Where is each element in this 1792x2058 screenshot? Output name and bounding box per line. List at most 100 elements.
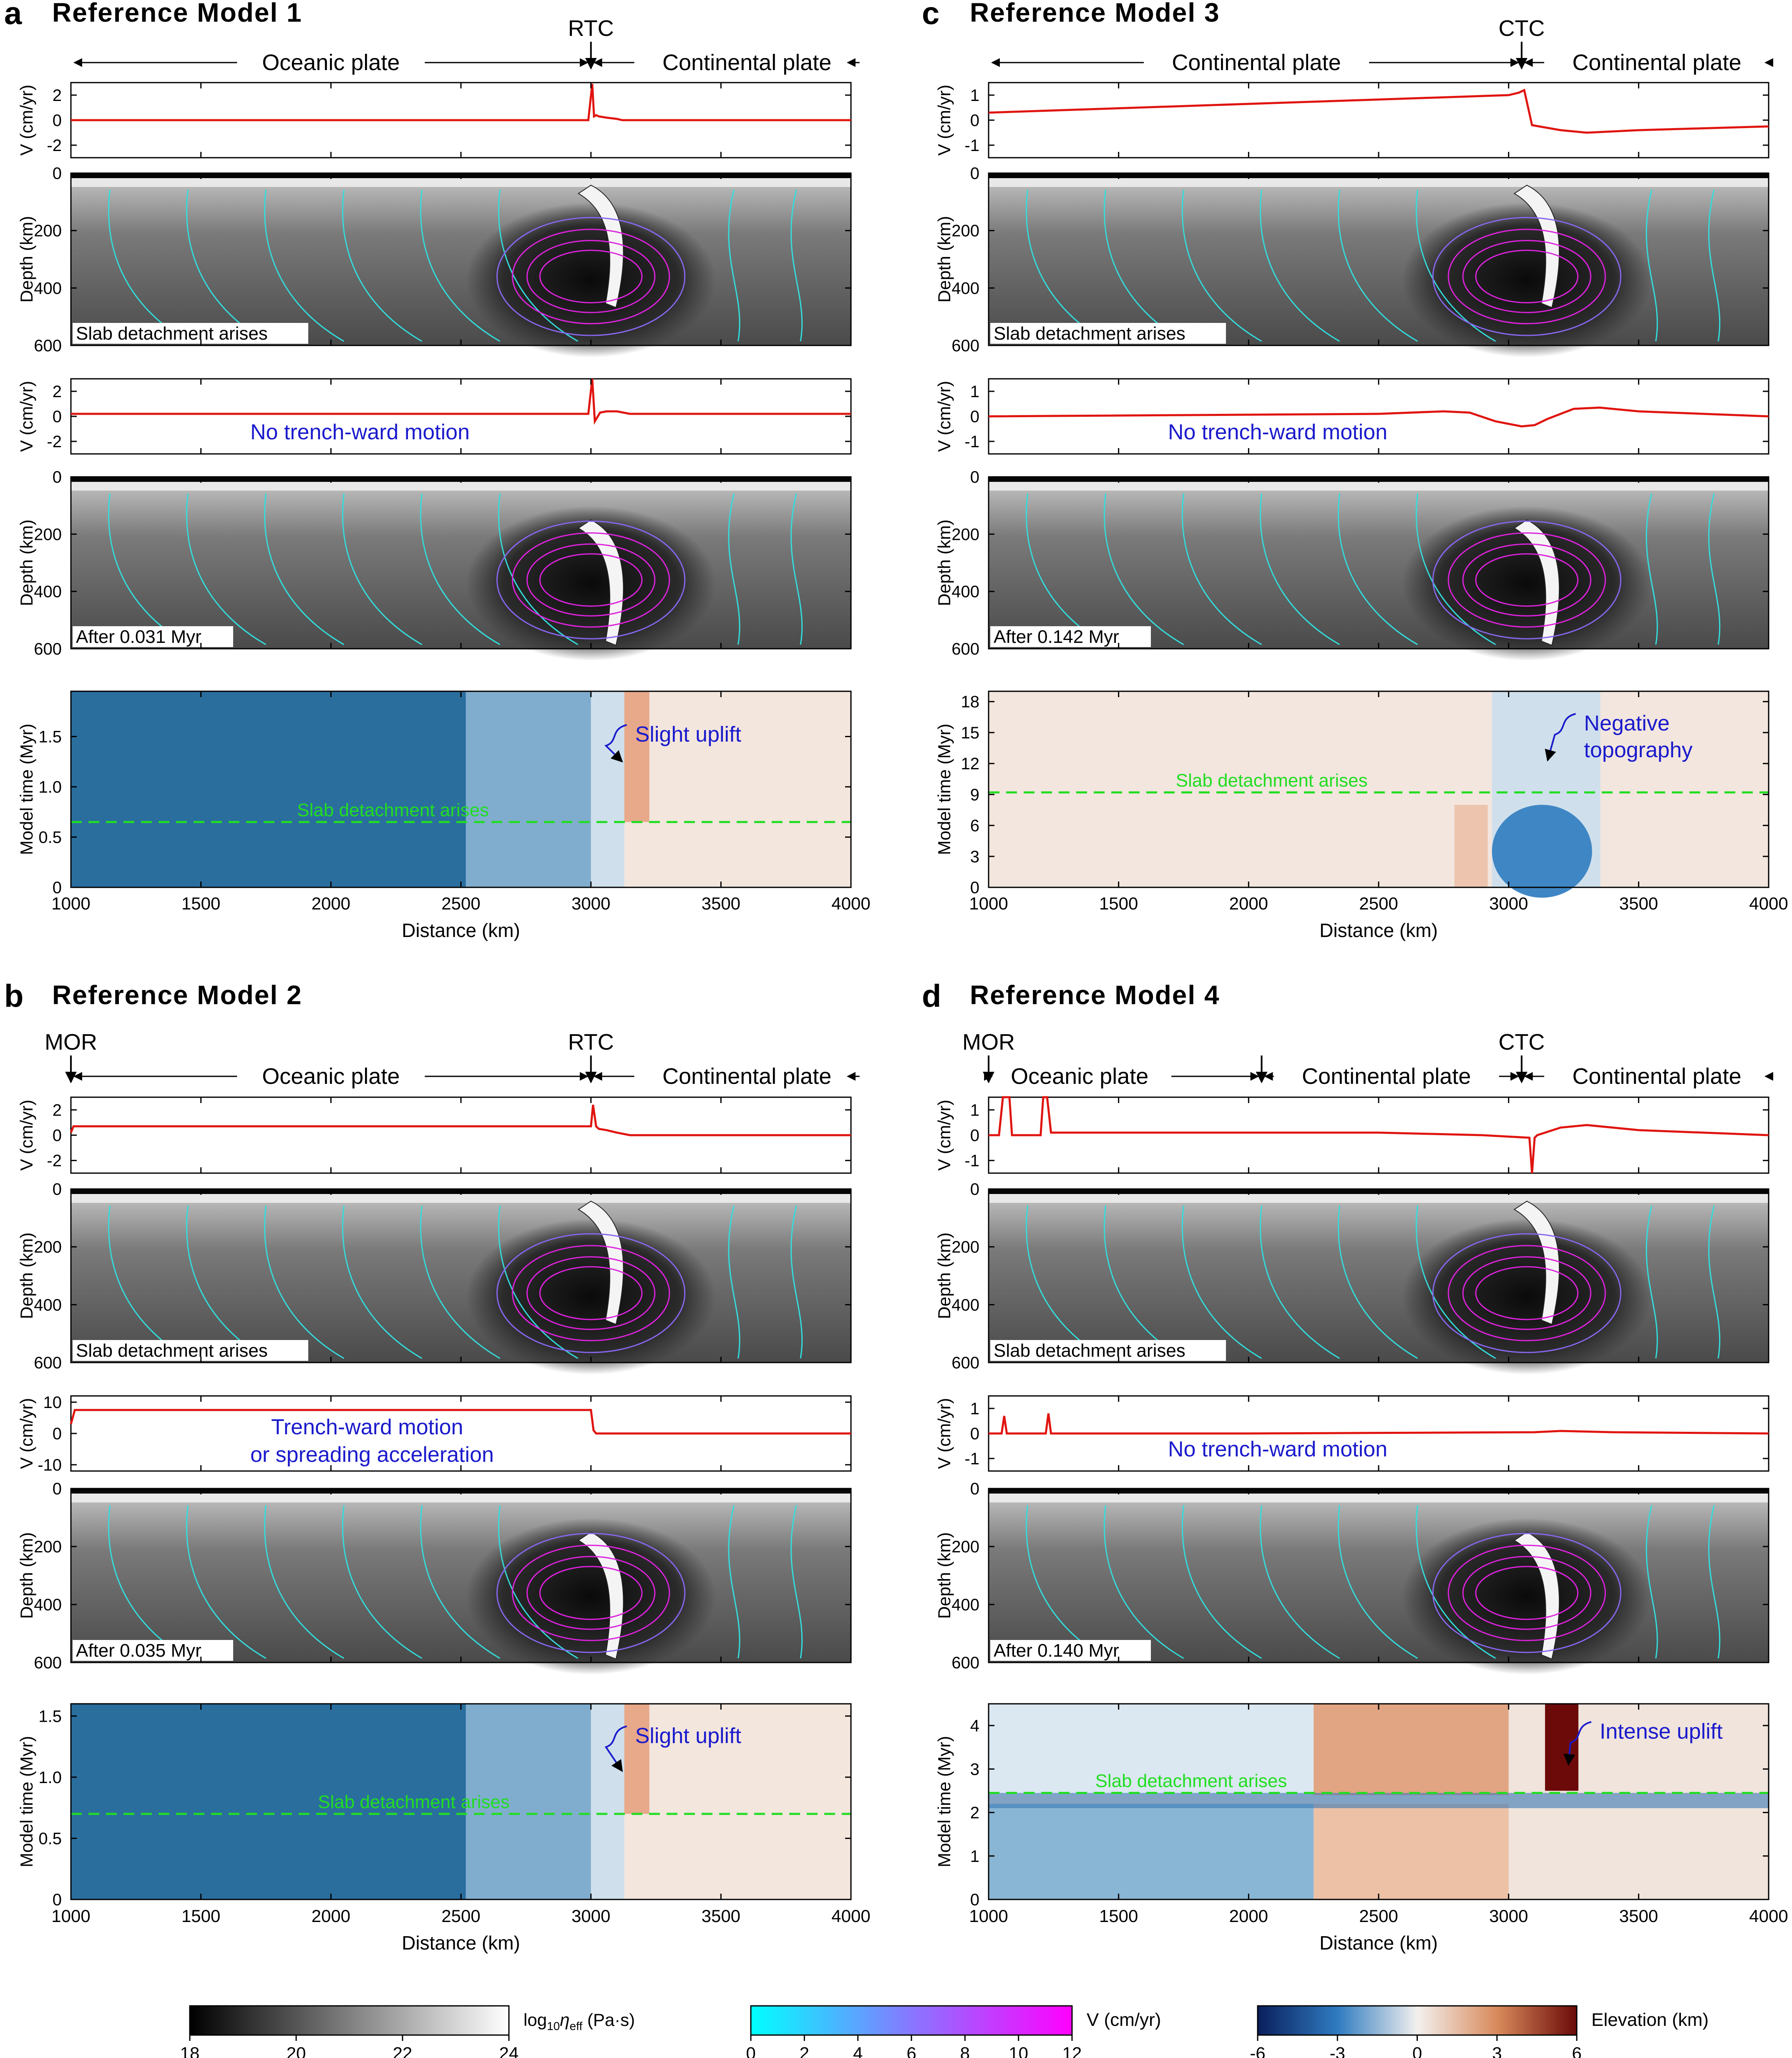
x-tick-label: 3500 xyxy=(1619,1906,1658,1926)
y-tick-label: 0 xyxy=(970,408,979,426)
y-tick-label: 15 xyxy=(961,724,980,742)
detachment-label: Slab detachment arises xyxy=(297,800,489,820)
depth-section-2: 0 200 400 600 Depth (km) After 0.142 Myr xyxy=(934,468,1769,661)
streamline-magenta xyxy=(1447,1245,1606,1341)
y-tick-label: 200 xyxy=(34,222,62,240)
colorbar-tick-label: -6 xyxy=(1250,2043,1265,2058)
caption-box xyxy=(73,626,233,647)
panel-caption: Slab detachment arises xyxy=(76,1340,268,1361)
streamline-cyan xyxy=(264,189,345,342)
streamline-cyan xyxy=(728,1505,740,1659)
slab xyxy=(1513,184,1560,308)
colorbar-tick-label: 20 xyxy=(287,2043,306,2058)
colorbar-1: 18 20 22 24 log10ηeff (Pa·s) xyxy=(180,2005,635,2058)
boundary-label: MOR xyxy=(962,1030,1015,1055)
streamline-cyan xyxy=(420,493,501,645)
velocity-series-line xyxy=(988,88,1769,134)
y-tick-label: 10 xyxy=(43,1393,62,1412)
velocity-frame xyxy=(988,1096,1769,1174)
velocity-series-line xyxy=(71,378,851,425)
annotation-text: No trench-ward motion xyxy=(250,420,470,444)
streamline-cyan xyxy=(1646,493,1658,645)
panel-caption: After 0.142 Myr xyxy=(994,627,1119,647)
velocity-frame xyxy=(988,82,1769,159)
x-tick-label: 4000 xyxy=(1749,894,1788,913)
y-tick-label: -10 xyxy=(38,1456,62,1474)
streamline-cyan xyxy=(1259,1205,1340,1359)
negative-topography-zone xyxy=(1492,805,1592,898)
annotation-text: Trench-ward motion xyxy=(271,1415,463,1439)
slab xyxy=(577,1200,624,1325)
y-tick-label: 400 xyxy=(34,1596,62,1614)
y-tick-label: 0.5 xyxy=(38,1829,62,1848)
caption-box xyxy=(990,1640,1151,1661)
panel-b: b Reference Model 2 Oceanic plate Continent… xyxy=(4,978,871,1954)
y-tick-label: 600 xyxy=(34,1654,62,1672)
y-tick-label: -1 xyxy=(964,1450,979,1468)
panel-title: Reference Model 1 xyxy=(52,0,302,28)
streamline-magenta xyxy=(526,1256,656,1330)
streamline-cyan xyxy=(1103,493,1184,645)
streamline-magenta xyxy=(1475,553,1579,607)
plate-region xyxy=(989,691,1769,887)
y-tick-label: 0 xyxy=(970,879,979,897)
y-tick-label: 0 xyxy=(970,1891,979,1909)
y-tick-label: 0 xyxy=(53,468,62,486)
velocity-series-line xyxy=(988,406,1769,428)
y-tick-label: 0 xyxy=(53,1126,62,1145)
streamline-magenta xyxy=(1462,543,1591,617)
streamline-magenta xyxy=(539,1566,643,1620)
y-axis-label: Depth (km) xyxy=(17,519,36,606)
x-tick-label: 2000 xyxy=(312,894,350,913)
boundary-label: MOR xyxy=(45,1030,97,1055)
streamline-magenta xyxy=(1447,1544,1606,1641)
y-axis-label: V (cm/yr) xyxy=(934,1100,954,1171)
velocity-panel-2: 10 0 -10V (cm/yr) Trench-ward motion or spre… xyxy=(17,1393,852,1474)
streamline-cyan xyxy=(1181,189,1262,342)
y-axis-label: V (cm/yr) xyxy=(17,85,36,156)
streamline-cyan xyxy=(1259,189,1340,342)
streamline-cyan xyxy=(728,493,740,645)
plate-label: Oceanic plate xyxy=(262,1064,400,1089)
x-axis-label: Distance (km) xyxy=(402,1932,520,1954)
streamline-magenta xyxy=(1432,1233,1621,1353)
streamline-cyan xyxy=(498,1505,579,1659)
y-axis-label: Depth (km) xyxy=(934,216,954,303)
x-tick-label: 4000 xyxy=(831,894,870,913)
velocity-panel-2: 1 0 -1 V (cm/yr) No trench-ward motion xyxy=(934,378,1769,455)
colorbar-label: log10ηeff (Pa·s) xyxy=(524,2010,635,2033)
y-tick-label: 0 xyxy=(53,164,62,183)
streamline-magenta xyxy=(512,229,670,325)
colorbar-gradient xyxy=(750,2005,1073,2036)
y-tick-label: 200 xyxy=(34,1538,62,1556)
y-tick-label: 600 xyxy=(951,640,979,658)
caption-box xyxy=(990,626,1151,647)
low-viscosity-zone xyxy=(466,202,716,358)
y-axis-label: Depth (km) xyxy=(934,1232,954,1319)
streamline-cyan xyxy=(342,1505,423,1659)
viscosity-field xyxy=(989,1489,1769,1663)
detachment-label: Slab detachment arises xyxy=(318,1792,510,1812)
streamline-magenta xyxy=(1432,217,1621,336)
x-tick-label: 1000 xyxy=(51,894,90,913)
annotation-text: No trench-ward motion xyxy=(1168,420,1387,444)
viscosity-field xyxy=(989,477,1769,649)
y-axis-label: Model time (Myr) xyxy=(934,1736,954,1867)
velocity-series-line xyxy=(70,1104,851,1136)
x-tick-label: 2500 xyxy=(1359,1906,1398,1926)
y-tick-label: 200 xyxy=(951,222,979,240)
velocity-series-line xyxy=(989,1413,1769,1435)
y-axis-label: V (cm/yr) xyxy=(934,381,954,452)
y-axis-label: V (cm/yr) xyxy=(934,85,954,156)
colorbar-tick-label: 0 xyxy=(1412,2043,1422,2058)
uplift-region xyxy=(1314,1804,1509,1899)
y-tick-label: 400 xyxy=(34,1296,62,1314)
velocity-series-line xyxy=(989,1096,1769,1174)
depth-section-1: 0 200 400 600 Depth (km) Slab detachment aris… xyxy=(17,164,852,358)
low-viscosity-zone xyxy=(466,1518,716,1675)
plate-region xyxy=(624,691,851,887)
topography-panel: Slab detachment arises Negativetopography… xyxy=(934,690,1788,941)
streamline-cyan xyxy=(1646,1205,1658,1359)
y-tick-label: 4 xyxy=(970,1717,979,1735)
plate-label: Continental plate xyxy=(1572,50,1741,75)
